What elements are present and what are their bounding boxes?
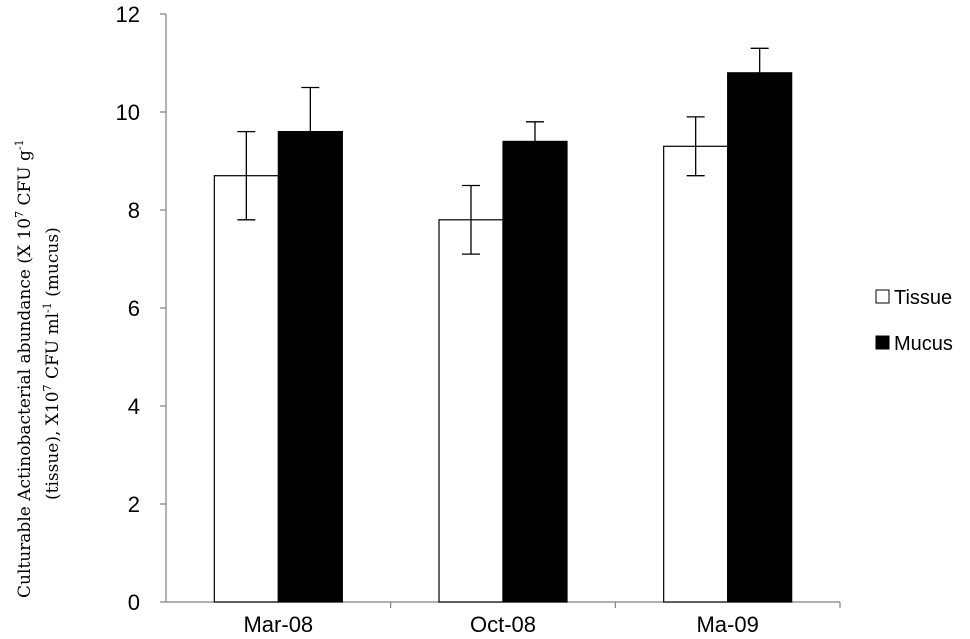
bars bbox=[213, 72, 793, 603]
x-tick-label: Mar-08 bbox=[243, 612, 313, 637]
y-axis-title-line-2-sup-unit: -1 bbox=[41, 302, 54, 313]
x-tick-label: Ma-09 bbox=[696, 612, 758, 637]
legend-swatch-tissue bbox=[875, 289, 890, 304]
y-axis-title-line-1-sup-unit: -1 bbox=[13, 139, 26, 150]
bar-tissue bbox=[213, 175, 279, 603]
y-axis-title-line-2-sup-exp: 7 bbox=[41, 384, 54, 391]
bar-mucus bbox=[277, 131, 343, 603]
y-tick-label: 8 bbox=[128, 198, 140, 223]
bar-mucus bbox=[502, 140, 568, 603]
y-tick-label: 0 bbox=[128, 590, 140, 615]
bar-tissue bbox=[438, 219, 504, 603]
y-tick-label: 2 bbox=[128, 492, 140, 517]
y-axis-title: Culturable Actinobacterial abundance (X … bbox=[13, 139, 63, 598]
legend-label-tissue: Tissue bbox=[894, 287, 952, 309]
x-tick-label: Oct-08 bbox=[470, 612, 536, 637]
error-bars bbox=[237, 47, 769, 255]
legend-label-mucus: Mucus bbox=[894, 333, 953, 355]
y-axis-title-line-2-text: (tissue), X10 bbox=[43, 391, 63, 500]
y-axis-title-line-1: Culturable Actinobacterial abundance (X … bbox=[13, 139, 35, 598]
y-axis-title-line-2: (tissue), X107 CFU ml-1 (mucus) bbox=[41, 227, 63, 500]
legend-swatch-mucus bbox=[875, 335, 890, 350]
y-axis-title-line-2-unit: CFU ml bbox=[43, 313, 63, 385]
bar-tissue bbox=[663, 145, 729, 603]
y-axis-title-line-1-unit: CFU g bbox=[15, 150, 35, 211]
legend: Tissue Mucus bbox=[875, 287, 953, 355]
y-axis-title-line-2-suffix: (mucus) bbox=[43, 227, 63, 302]
axes: 0 2 4 6 8 10 12 Mar-08 Oct-08 Ma-09 bbox=[116, 2, 841, 637]
y-axis-title-line-1-sup-exp: 7 bbox=[13, 211, 26, 218]
y-axis-title-line-1-text: Culturable Actinobacterial abundance (X … bbox=[15, 218, 35, 598]
bar-mucus bbox=[727, 72, 793, 603]
y-tick-label: 6 bbox=[128, 296, 140, 321]
y-tick-label: 12 bbox=[116, 2, 140, 27]
y-tick-label: 4 bbox=[128, 394, 140, 419]
y-tick-label: 10 bbox=[116, 100, 140, 125]
